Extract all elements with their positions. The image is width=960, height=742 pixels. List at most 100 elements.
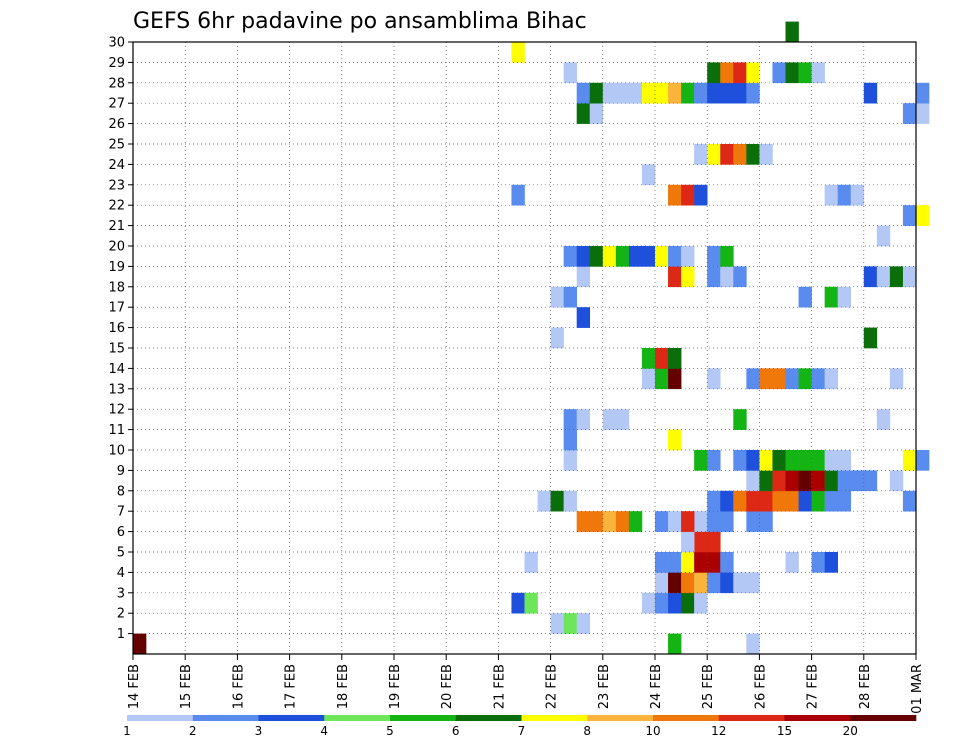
heatmap-cell bbox=[576, 511, 591, 532]
y-tick-label: 10 bbox=[108, 444, 125, 459]
heatmap-cell bbox=[524, 592, 538, 614]
heatmap-cell bbox=[707, 144, 721, 165]
heatmap-cell bbox=[694, 552, 708, 573]
heatmap-cell bbox=[668, 429, 682, 451]
heatmap-cell bbox=[589, 511, 604, 532]
heatmap-cell bbox=[694, 592, 708, 614]
heatmap-cell bbox=[837, 450, 852, 471]
heatmap-cell bbox=[511, 592, 525, 614]
heatmap-cell bbox=[798, 368, 812, 390]
heatmap-cell bbox=[889, 470, 904, 492]
heatmap-cell bbox=[733, 82, 747, 104]
heatmap-cell bbox=[902, 450, 917, 471]
heatmap-cell bbox=[772, 368, 786, 390]
heatmap-cell bbox=[668, 246, 682, 267]
heatmap-cell bbox=[668, 82, 682, 104]
heatmap-cell bbox=[837, 286, 852, 308]
y-tick-label: 18 bbox=[108, 280, 125, 295]
x-tick-label: 16 FEB bbox=[231, 664, 246, 709]
y-axis: 1234567891011121314151617181920212223242… bbox=[108, 36, 133, 642]
y-tick-label: 29 bbox=[108, 56, 125, 71]
x-tick-label: 22 FEB bbox=[545, 664, 560, 709]
heatmap-cell bbox=[824, 184, 838, 206]
heatmap-cell bbox=[811, 62, 825, 84]
heatmap-cell bbox=[694, 572, 708, 594]
colorbar-swatch bbox=[390, 715, 457, 721]
heatmap-cell bbox=[668, 368, 682, 390]
y-tick-label: 25 bbox=[108, 138, 125, 153]
heatmap-cell bbox=[133, 633, 147, 655]
y-tick-label: 16 bbox=[108, 321, 125, 336]
x-tick-label: 20 FEB bbox=[440, 664, 455, 709]
heatmap-cell bbox=[550, 327, 564, 349]
heatmap-cell bbox=[785, 368, 799, 390]
colorbar-label: 8 bbox=[583, 724, 591, 738]
heatmap-cell bbox=[668, 572, 682, 594]
heatmap-cell bbox=[655, 552, 669, 573]
heatmap-cell bbox=[798, 62, 812, 84]
heatmap-cell bbox=[902, 205, 917, 226]
heatmap-cell bbox=[811, 470, 825, 492]
heatmap-cell bbox=[916, 205, 930, 226]
heatmap-cell bbox=[720, 144, 734, 165]
heatmap-cell bbox=[785, 450, 799, 471]
y-tick-label: 1 bbox=[117, 627, 125, 642]
heatmap-cell bbox=[668, 511, 682, 532]
heatmap-cell bbox=[681, 266, 695, 288]
heatmap-cell bbox=[772, 470, 786, 492]
colorbar-label: 5 bbox=[386, 724, 394, 738]
heatmap-cell bbox=[707, 62, 721, 84]
heatmap-cell bbox=[550, 490, 564, 512]
heatmap-cell bbox=[537, 490, 551, 512]
y-tick-label: 13 bbox=[108, 382, 125, 397]
heatmap-cell bbox=[746, 82, 760, 104]
heatmap-cell bbox=[668, 592, 682, 614]
y-tick-label: 15 bbox=[108, 342, 125, 357]
heatmap-cell bbox=[681, 184, 695, 206]
heatmap-cell bbox=[707, 511, 721, 532]
heatmap-cell bbox=[837, 184, 852, 206]
colorbar-label: 4 bbox=[320, 724, 328, 738]
heatmap-cell bbox=[589, 103, 604, 124]
heatmap-cell bbox=[798, 450, 812, 471]
y-tick-label: 12 bbox=[108, 403, 125, 418]
heatmap-cell bbox=[759, 470, 773, 492]
heatmap-cell bbox=[668, 552, 682, 573]
heatmap-cell bbox=[641, 592, 656, 614]
x-tick-label: 25 FEB bbox=[701, 664, 716, 709]
y-tick-label: 21 bbox=[108, 219, 125, 234]
heatmap-cell bbox=[876, 409, 891, 430]
y-tick-label: 14 bbox=[108, 362, 125, 377]
colorbar: 1 2 3 4 5 6 7 8 10 12 15 20 bbox=[123, 715, 917, 738]
heatmap-cell bbox=[902, 103, 917, 124]
heatmap-cell bbox=[733, 490, 747, 512]
heatmap-cell bbox=[576, 307, 591, 328]
colorbar-swatch bbox=[521, 715, 588, 721]
heatmap-cell bbox=[576, 246, 591, 267]
heatmap-cell bbox=[511, 184, 525, 206]
heatmap-cell bbox=[681, 82, 695, 104]
colorbar-swatch bbox=[324, 715, 391, 721]
x-tick-label: 23 FEB bbox=[597, 664, 612, 709]
heatmap-cell bbox=[902, 266, 917, 288]
colorbar-label: 10 bbox=[645, 724, 660, 738]
heatmap-cell bbox=[863, 327, 878, 349]
heatmap-cell bbox=[615, 246, 630, 267]
heatmap-cell bbox=[694, 82, 708, 104]
colorbar-swatch bbox=[127, 715, 194, 721]
heatmap-cell bbox=[850, 470, 865, 492]
heatmap-cell bbox=[746, 62, 760, 84]
heatmap-cell bbox=[641, 246, 656, 267]
y-tick-label: 2 bbox=[117, 607, 125, 622]
heatmap-cell bbox=[785, 62, 799, 84]
y-tick-label: 17 bbox=[108, 301, 125, 316]
heatmap-cell bbox=[876, 225, 891, 247]
heatmap-cell bbox=[772, 450, 786, 471]
heatmap-cell bbox=[615, 511, 630, 532]
y-tick-label: 19 bbox=[108, 260, 125, 275]
y-tick-label: 23 bbox=[108, 178, 125, 193]
heatmap-cell bbox=[563, 429, 577, 451]
heatmap-cell bbox=[746, 368, 760, 390]
heatmap-cell bbox=[576, 613, 591, 634]
